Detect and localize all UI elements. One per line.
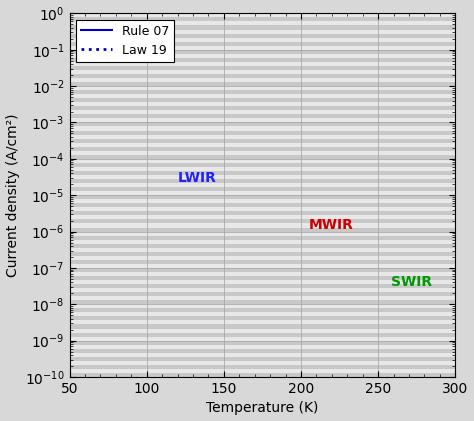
Bar — [70, 284, 456, 288]
Bar — [70, 139, 456, 143]
Bar — [70, 325, 456, 328]
Bar — [70, 179, 456, 183]
Bar — [70, 236, 456, 240]
Bar — [70, 207, 456, 211]
Bar — [70, 46, 456, 50]
Bar — [70, 123, 456, 126]
Bar — [70, 211, 456, 216]
Bar — [70, 94, 456, 98]
Bar — [70, 276, 456, 280]
Bar — [70, 159, 456, 163]
Bar — [70, 268, 456, 272]
Bar — [70, 349, 456, 353]
Bar — [70, 248, 456, 252]
Bar — [70, 191, 456, 195]
Bar — [70, 34, 456, 37]
Bar — [70, 66, 456, 70]
Bar — [70, 264, 456, 268]
Bar — [70, 369, 456, 373]
Bar — [70, 118, 456, 123]
Text: SWIR: SWIR — [391, 275, 432, 289]
Bar — [70, 292, 456, 296]
Bar — [70, 244, 456, 248]
Bar — [70, 175, 456, 179]
Bar — [70, 304, 456, 308]
Bar — [70, 147, 456, 151]
Bar — [70, 98, 456, 102]
Bar — [70, 341, 456, 345]
Bar — [70, 90, 456, 94]
Bar — [70, 227, 456, 232]
Bar — [70, 195, 456, 199]
Bar — [70, 115, 456, 118]
Bar — [70, 155, 456, 159]
Text: LWIR: LWIR — [178, 171, 217, 185]
Text: MWIR: MWIR — [309, 218, 354, 232]
Bar — [70, 361, 456, 365]
Bar — [70, 82, 456, 86]
Bar — [70, 333, 456, 337]
Bar — [70, 126, 456, 131]
Bar — [70, 256, 456, 260]
Bar — [70, 187, 456, 191]
Bar — [70, 78, 456, 82]
Bar — [70, 353, 456, 357]
Bar — [70, 17, 456, 21]
Bar — [70, 308, 456, 312]
Bar — [70, 296, 456, 300]
Bar — [70, 131, 456, 135]
Bar — [70, 280, 456, 284]
Bar — [70, 373, 456, 377]
Bar — [70, 135, 456, 139]
Bar — [70, 163, 456, 167]
Bar — [70, 260, 456, 264]
Bar — [70, 345, 456, 349]
Bar — [70, 300, 456, 304]
Bar — [70, 143, 456, 147]
Bar — [70, 328, 456, 333]
Bar — [70, 240, 456, 244]
Bar — [70, 74, 456, 78]
Bar — [70, 232, 456, 236]
Bar — [70, 312, 456, 317]
Bar — [70, 224, 456, 227]
Bar — [70, 42, 456, 46]
Bar — [70, 317, 456, 320]
Bar — [70, 106, 456, 110]
Bar — [70, 288, 456, 292]
Bar — [70, 216, 456, 219]
Bar — [70, 320, 456, 325]
Bar — [70, 50, 456, 54]
Bar — [70, 29, 456, 34]
Bar — [70, 183, 456, 187]
Bar — [70, 37, 456, 42]
Bar — [70, 26, 456, 29]
Y-axis label: Current density (A/cm²): Current density (A/cm²) — [6, 113, 19, 277]
Bar — [70, 13, 456, 17]
Bar — [70, 357, 456, 361]
Bar — [70, 199, 456, 203]
X-axis label: Temperature (K): Temperature (K) — [206, 402, 319, 416]
Bar — [70, 70, 456, 74]
Bar — [70, 365, 456, 369]
Bar — [70, 167, 456, 171]
Bar — [70, 337, 456, 341]
Bar — [70, 151, 456, 155]
Bar — [70, 219, 456, 224]
Bar — [70, 86, 456, 90]
Bar — [70, 252, 456, 256]
Bar — [70, 54, 456, 58]
Bar — [70, 21, 456, 26]
Bar — [70, 272, 456, 276]
Bar — [70, 171, 456, 175]
Bar — [70, 62, 456, 66]
Legend: Rule 07, Law 19: Rule 07, Law 19 — [76, 20, 174, 62]
Bar — [70, 203, 456, 207]
Bar — [70, 58, 456, 62]
Bar — [70, 102, 456, 106]
Bar — [70, 110, 456, 115]
